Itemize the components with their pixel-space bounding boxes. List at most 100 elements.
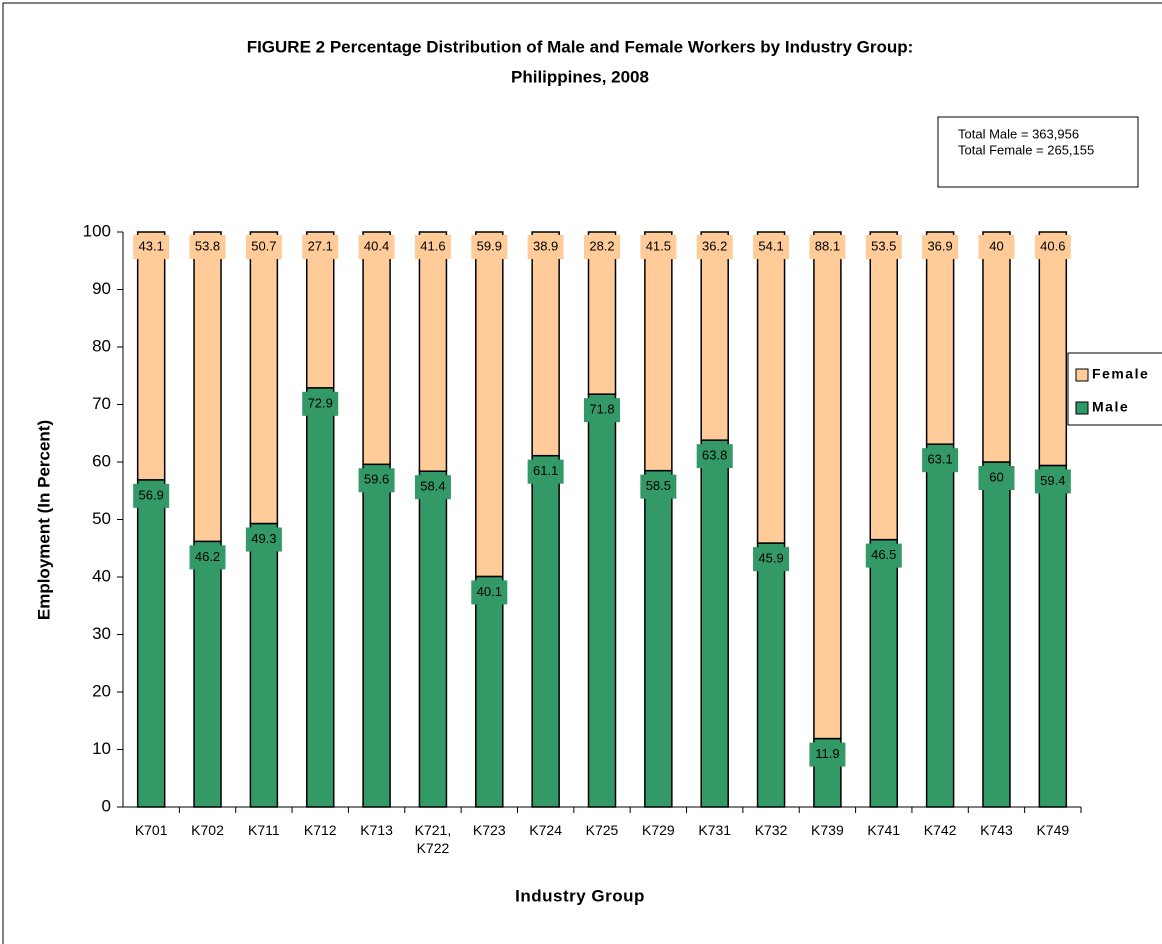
y-tick-label: 100 bbox=[83, 221, 111, 240]
bar-segment bbox=[249, 231, 279, 525]
label-box bbox=[922, 235, 959, 259]
x-tick-label: K723 bbox=[472, 822, 506, 838]
legend-label: Male bbox=[1092, 399, 1129, 415]
x-tick-label: K724 bbox=[529, 822, 562, 838]
data-label: 46.5 bbox=[871, 547, 896, 562]
x-tick-label: K712 bbox=[303, 822, 337, 838]
bar-segment bbox=[362, 231, 391, 466]
x-tick-label: K739 bbox=[811, 822, 844, 838]
label-box bbox=[809, 235, 846, 259]
x-axis-label: Industry Group bbox=[515, 886, 645, 905]
data-label: 27.1 bbox=[308, 238, 333, 253]
label-box bbox=[527, 235, 564, 259]
bar-segment bbox=[362, 463, 391, 808]
label-box bbox=[302, 391, 339, 416]
y-tick-label: 50 bbox=[92, 509, 111, 528]
bar-segment bbox=[249, 522, 279, 808]
data-label: 40.1 bbox=[477, 584, 502, 599]
data-label: 45.9 bbox=[758, 551, 783, 566]
x-tick-label: K711 bbox=[248, 822, 280, 838]
label-box bbox=[922, 448, 959, 473]
y-tick-label: 90 bbox=[92, 279, 111, 298]
data-label: 41.5 bbox=[646, 238, 671, 253]
x-tick-label: K732 bbox=[754, 822, 788, 838]
y-tick-label: 70 bbox=[92, 394, 111, 413]
bar-segment bbox=[531, 231, 560, 457]
label-box bbox=[358, 235, 395, 259]
label-box bbox=[753, 235, 790, 259]
x-tick-label: K701 bbox=[134, 822, 168, 838]
annotation: Total Female = 265,155 bbox=[958, 142, 1094, 157]
label-box bbox=[640, 474, 677, 499]
bar-segment bbox=[418, 470, 448, 808]
data-label: 43.1 bbox=[139, 238, 164, 253]
data-label: 53.5 bbox=[871, 238, 896, 253]
label-box bbox=[696, 235, 733, 259]
chart-title: FIGURE 2 Percentage Distribution of Male… bbox=[247, 37, 914, 56]
data-label: 40 bbox=[989, 238, 1003, 253]
data-label: 41.6 bbox=[420, 238, 445, 253]
x-tick-label: K721, K722 bbox=[414, 822, 452, 856]
data-label: 88.1 bbox=[815, 238, 840, 253]
label-box bbox=[471, 235, 508, 259]
label-box bbox=[133, 483, 170, 508]
label-box bbox=[1034, 235, 1071, 259]
x-tick-label: K729 bbox=[641, 822, 675, 838]
data-label: 71.8 bbox=[589, 402, 614, 417]
bar-segment bbox=[587, 231, 617, 395]
data-label: 53.8 bbox=[195, 238, 220, 253]
bar-segment bbox=[475, 575, 504, 808]
label-box bbox=[978, 235, 1015, 259]
data-label: 63.8 bbox=[702, 448, 727, 463]
data-label: 58.5 bbox=[646, 478, 671, 493]
bar-segment bbox=[587, 393, 617, 808]
y-tick-label: 40 bbox=[92, 566, 111, 585]
bar-segment bbox=[756, 542, 786, 808]
data-label: 36.9 bbox=[927, 238, 952, 253]
data-label: 56.9 bbox=[139, 487, 164, 502]
label-box bbox=[865, 543, 902, 568]
x-tick-label: K731 bbox=[698, 822, 732, 838]
bar-segment bbox=[531, 454, 560, 808]
label-box bbox=[584, 398, 620, 423]
data-label: 36.2 bbox=[702, 238, 727, 253]
y-tick-label: 0 bbox=[102, 796, 111, 815]
bar-segment bbox=[813, 231, 842, 740]
data-label: 28.2 bbox=[589, 238, 614, 253]
data-label: 40.6 bbox=[1040, 238, 1065, 253]
label-box bbox=[414, 475, 451, 500]
data-label: 58.4 bbox=[420, 479, 445, 494]
x-tick-label: K702 bbox=[191, 822, 224, 838]
bar-segment bbox=[475, 231, 504, 578]
label-box bbox=[584, 235, 620, 259]
bar-segment bbox=[644, 469, 673, 808]
bar-segment bbox=[869, 231, 899, 541]
label-box bbox=[696, 444, 733, 469]
label-box bbox=[753, 547, 790, 572]
x-tick-label: K743 bbox=[980, 822, 1013, 838]
annotation-box bbox=[937, 116, 1139, 188]
label-box bbox=[302, 235, 339, 259]
label-box bbox=[978, 466, 1015, 490]
bar-segment bbox=[136, 479, 166, 808]
data-label: 50.7 bbox=[251, 238, 276, 253]
data-label: 11.9 bbox=[815, 746, 839, 761]
y-tick-label: 10 bbox=[92, 739, 111, 758]
legend-label: Female bbox=[1092, 366, 1149, 382]
x-tick-label: K725 bbox=[585, 822, 619, 838]
bar-segment bbox=[418, 231, 448, 472]
bar-segment bbox=[756, 231, 786, 544]
legend-swatch bbox=[1075, 401, 1089, 415]
data-label: 59.6 bbox=[364, 472, 389, 487]
bar-segment bbox=[193, 231, 222, 543]
chart-title: Philippines, 2008 bbox=[511, 67, 649, 86]
label-box bbox=[1034, 469, 1071, 494]
bar-segment bbox=[193, 540, 222, 808]
legend-swatch bbox=[1075, 368, 1089, 382]
bar-segment bbox=[1038, 464, 1068, 808]
data-label: 49.3 bbox=[251, 531, 276, 546]
label-box bbox=[189, 235, 226, 259]
label-box bbox=[640, 235, 677, 259]
